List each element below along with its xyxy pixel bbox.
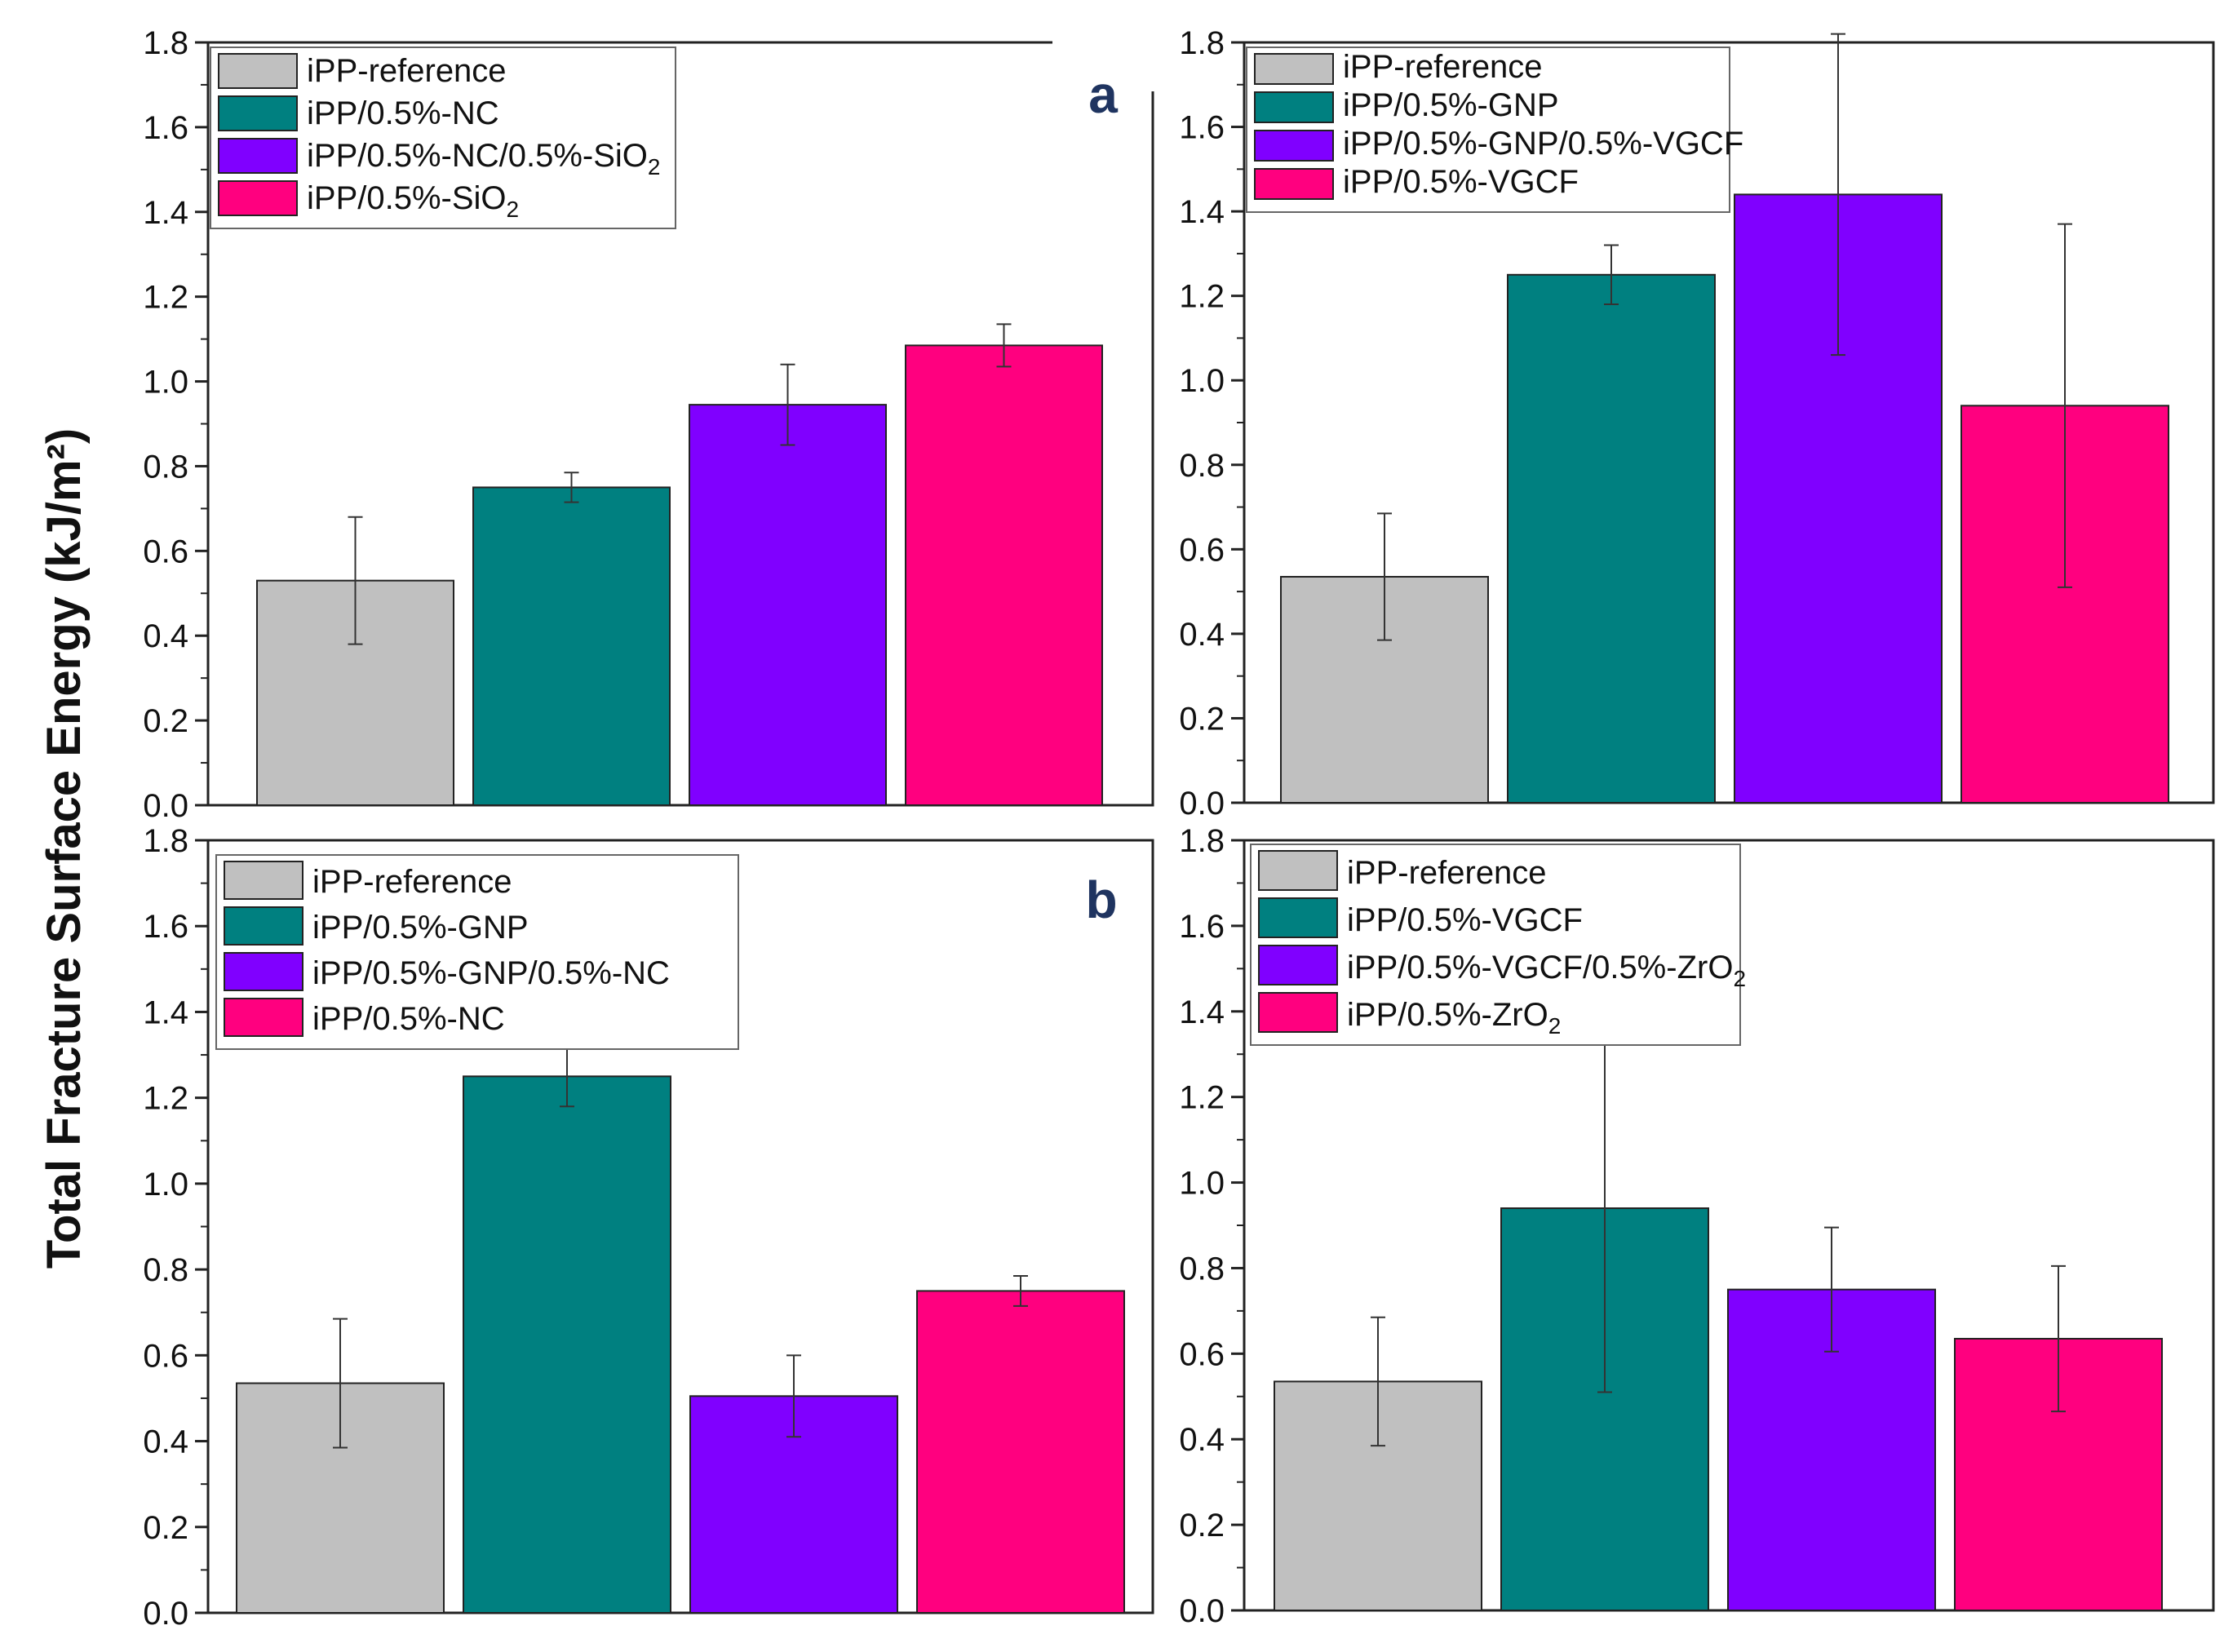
bar-iPP/0.5%-NC/0.5%-SiO2 bbox=[689, 404, 887, 806]
legend-entry: iPP/0.5%-NC bbox=[307, 95, 499, 131]
legend-entry: iPP/0.5%-SiO2 bbox=[307, 180, 519, 222]
legend-swatch bbox=[1258, 897, 1338, 938]
y-tick-label: 0.6 bbox=[143, 534, 188, 569]
y-tick-label: 0.8 bbox=[143, 1252, 188, 1288]
y-tick-label: 1.6 bbox=[1179, 110, 1225, 146]
legend-swatch bbox=[224, 998, 303, 1037]
legend: iPP-reference iPP/0.5%-NC iPP/0.5%-NC/0.5%… bbox=[210, 47, 676, 229]
legend-entry: iPP/0.5%-VGCF/0.5%-ZrO2 bbox=[1347, 950, 1746, 991]
y-tick-label: 0.8 bbox=[143, 449, 188, 485]
y-tick-label: 0.6 bbox=[1179, 532, 1225, 568]
y-tick-label: 1.2 bbox=[1179, 1080, 1225, 1116]
y-tick-label: 0.4 bbox=[143, 618, 188, 654]
panel-letter: b bbox=[1085, 870, 1117, 929]
y-tick-label: 0.4 bbox=[1179, 1422, 1225, 1458]
legend-entry: iPP/0.5%-NC/0.5%-SiO2 bbox=[307, 138, 661, 179]
panels: 0.0 0.2 0.4 0.6 0.8 1.0 1.2 1.4 1.6 1.8 iPP-refere… bbox=[143, 25, 2215, 1632]
y-tick-label: 1.6 bbox=[143, 909, 188, 945]
legend-swatch bbox=[224, 952, 303, 991]
bar-iPP/0.5%-NC bbox=[472, 486, 671, 807]
legend-entry: iPP/0.5%-NC bbox=[312, 1001, 505, 1037]
legend-swatch bbox=[218, 138, 298, 174]
y-tick-label: 0.0 bbox=[1179, 1593, 1225, 1629]
legend-entry: iPP/0.5%-GNP bbox=[312, 910, 529, 946]
y-tick-label: 1.4 bbox=[143, 195, 188, 231]
legend: iPP-referenceiPP/0.5%-GNPiPP/0.5%-GNP/0.… bbox=[1246, 47, 1743, 213]
y-tick-label: 1.8 bbox=[1179, 823, 1225, 859]
y-tick-label: 1.0 bbox=[1179, 363, 1225, 399]
legend-entry: iPP-reference bbox=[312, 864, 512, 900]
legend-swatch bbox=[1258, 850, 1338, 891]
legend-swatch bbox=[1258, 992, 1338, 1033]
bar-iPP/0.5%-NC bbox=[916, 1290, 1125, 1614]
legend-entry: iPP-reference bbox=[1343, 49, 1543, 85]
y-tick-label: 0.6 bbox=[143, 1338, 188, 1374]
y-tick-label: 0.2 bbox=[1179, 1508, 1225, 1543]
legend: iPP-reference iPP/0.5%-GNP iPP/0.5%-GNP/0.… bbox=[215, 854, 739, 1050]
legend-swatch bbox=[218, 53, 298, 89]
y-tick-label: 1.2 bbox=[143, 280, 188, 316]
legend: iPP-reference iPP/0.5%-VGCF iPP/0.5%-VGCF/… bbox=[1250, 844, 1746, 1046]
y-tick-label: 0.0 bbox=[143, 788, 188, 824]
panel-letter: a bbox=[1088, 65, 1118, 124]
legend-entry: iPP/0.5%-GNP/0.5%-VGCF bbox=[1343, 126, 1743, 162]
y-tick-label: 0.2 bbox=[1179, 701, 1225, 737]
chart-panel-top-left: 0.0 0.2 0.4 0.6 0.8 1.0 1.2 1.4 1.6 1.8 iPP-refere… bbox=[143, 25, 1154, 824]
legend-swatch bbox=[1254, 168, 1334, 200]
bar-iPP/0.5%-SiO2 bbox=[905, 344, 1103, 806]
y-tick-label: 0.2 bbox=[143, 1510, 188, 1546]
y-tick-label: 1.8 bbox=[143, 25, 188, 61]
legend-entry: iPP/0.5%-GNP bbox=[1343, 87, 1559, 123]
legend-swatch bbox=[224, 906, 303, 946]
y-tick-label: 1.8 bbox=[1179, 25, 1225, 61]
y-tick-label: 1.0 bbox=[143, 365, 188, 401]
legend-entry: iPP/0.5%-VGCF bbox=[1347, 902, 1583, 938]
legend-swatch bbox=[218, 95, 298, 131]
y-tick-label: 1.6 bbox=[1179, 909, 1225, 945]
y-tick-label: 0.4 bbox=[143, 1424, 188, 1460]
y-tick-label: 1.2 bbox=[1179, 279, 1225, 315]
y-tick-label: 0.4 bbox=[1179, 617, 1225, 653]
y-tick-label: 1.4 bbox=[1179, 194, 1225, 230]
chart-panel-bottom-left: 0.0 0.2 0.4 0.6 0.8 1.0 1.2 1.4 1.6 1.8 iPP-refere… bbox=[143, 823, 1154, 1632]
legend-entry: iPP/0.5%-ZrO2 bbox=[1347, 997, 1561, 1039]
legend-entry: iPP/0.5%-GNP/0.5%-NC bbox=[312, 955, 670, 991]
y-tick-label: 1.0 bbox=[1179, 1166, 1225, 1202]
y-tick-label: 0.8 bbox=[1179, 1251, 1225, 1287]
y-tick-label: 0.0 bbox=[1179, 786, 1225, 822]
y-tick-label: 1.8 bbox=[143, 823, 188, 859]
y-tick-label: 0.8 bbox=[1179, 448, 1225, 484]
legend-swatch bbox=[1254, 91, 1334, 123]
y-tick-label: 1.0 bbox=[143, 1167, 188, 1202]
y-tick-label: 0.6 bbox=[1179, 1336, 1225, 1372]
y-tick-label: 0.0 bbox=[143, 1596, 188, 1632]
chart-panel-bottom-right: 0.0 0.2 0.4 0.6 0.8 1.0 1.2 1.4 1.6 1.8 iPP-refere… bbox=[1179, 823, 2215, 1629]
legend-swatch bbox=[1254, 53, 1334, 85]
chart-panel-top-right: 0.0 0.2 0.4 0.6 0.8 1.0 1.2 1.4 1.6 1.8 iPP-refere… bbox=[1179, 25, 2215, 822]
y-tick-label: 0.2 bbox=[143, 703, 188, 739]
legend-entry: iPP/0.5%-VGCF bbox=[1343, 164, 1579, 200]
y-tick-label: 1.4 bbox=[1179, 994, 1225, 1030]
bar-iPP/0.5%-GNP bbox=[463, 1075, 671, 1614]
bar-iPP-reference bbox=[256, 579, 454, 806]
legend-swatch bbox=[224, 861, 303, 900]
bar-iPP/0.5%-GNP bbox=[1507, 273, 1716, 804]
y-tick-label: 1.4 bbox=[143, 994, 188, 1030]
legend-swatch bbox=[218, 180, 298, 216]
y-tick-label: 1.2 bbox=[143, 1081, 188, 1117]
legend-swatch bbox=[1258, 945, 1338, 985]
legend-swatch bbox=[1254, 130, 1334, 162]
legend-entry: iPP-reference bbox=[307, 53, 507, 89]
legend-entry: iPP-reference bbox=[1347, 855, 1547, 891]
y-tick-label: 1.6 bbox=[143, 110, 188, 146]
y-axis-label: Total Fracture Surface Energy (kJ/m²) bbox=[38, 428, 91, 1269]
